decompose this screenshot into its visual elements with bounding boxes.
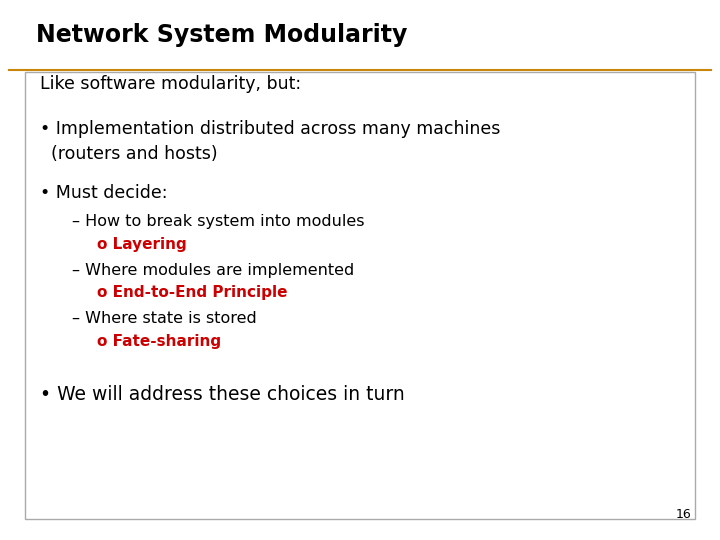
FancyBboxPatch shape: [25, 72, 695, 519]
Text: o Fate-sharing: o Fate-sharing: [97, 334, 221, 349]
Text: Like software modularity, but:: Like software modularity, but:: [40, 75, 301, 93]
Text: Network System Modularity: Network System Modularity: [36, 23, 408, 47]
Text: (routers and hosts): (routers and hosts): [40, 145, 217, 164]
Text: o Layering: o Layering: [97, 237, 187, 252]
Text: 16: 16: [675, 508, 691, 521]
Text: – Where state is stored: – Where state is stored: [72, 311, 257, 326]
Text: – How to break system into modules: – How to break system into modules: [72, 214, 364, 229]
Text: • We will address these choices in turn: • We will address these choices in turn: [40, 384, 405, 404]
Text: – Where modules are implemented: – Where modules are implemented: [72, 262, 354, 278]
Text: o End-to-End Principle: o End-to-End Principle: [97, 285, 288, 300]
Text: • Must decide:: • Must decide:: [40, 184, 167, 202]
Text: • Implementation distributed across many machines: • Implementation distributed across many…: [40, 119, 500, 138]
Bar: [9, 6, 711, 70]
